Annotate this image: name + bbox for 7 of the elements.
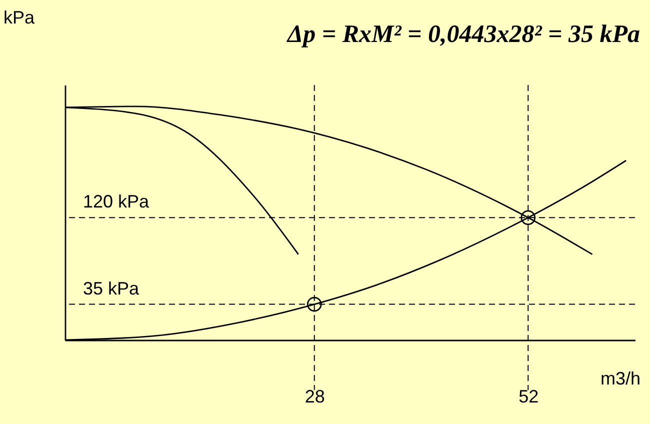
ref-line-label: 35 kPa <box>83 278 140 298</box>
x-tick-label: 28 <box>304 386 325 406</box>
y-axis-title: kPa <box>4 8 36 28</box>
x-tick-label: 52 <box>518 386 539 406</box>
x-axis-title: m3/h <box>600 368 640 388</box>
chart-title: Δp = RxM² = 0,0443x28² = 35 kPa <box>286 21 640 48</box>
ref-line-label: 120 kPa <box>83 192 150 212</box>
